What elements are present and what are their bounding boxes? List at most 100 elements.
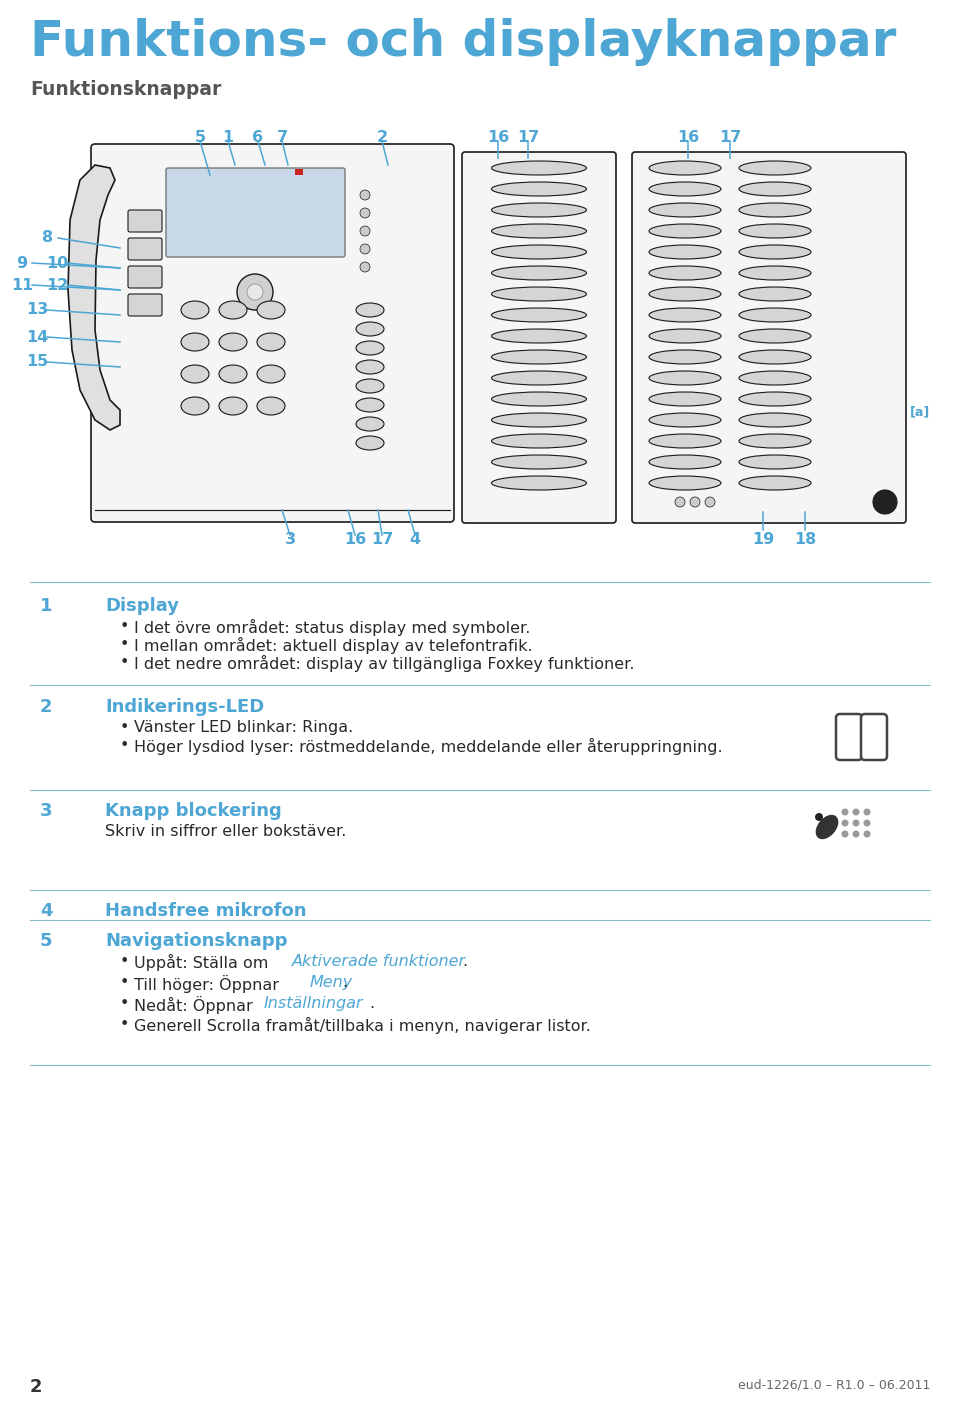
Text: 14: 14: [26, 329, 48, 345]
Ellipse shape: [649, 287, 721, 301]
Text: I det övre området: status display med symboler.: I det övre området: status display med s…: [134, 620, 530, 636]
Text: 1: 1: [40, 597, 53, 615]
Ellipse shape: [649, 391, 721, 406]
Circle shape: [815, 812, 823, 821]
Ellipse shape: [649, 224, 721, 238]
Ellipse shape: [356, 417, 384, 431]
Text: Meny: Meny: [310, 974, 353, 990]
Ellipse shape: [219, 301, 247, 320]
Text: •: •: [120, 955, 130, 969]
Ellipse shape: [739, 245, 811, 259]
Text: 2: 2: [30, 1378, 42, 1395]
Ellipse shape: [649, 266, 721, 280]
Text: Navigationsknapp: Navigationsknapp: [105, 932, 287, 950]
Circle shape: [842, 831, 849, 838]
Text: •: •: [120, 719, 130, 735]
Ellipse shape: [356, 436, 384, 451]
Ellipse shape: [492, 161, 587, 175]
Text: •: •: [120, 974, 130, 990]
FancyBboxPatch shape: [128, 266, 162, 289]
Ellipse shape: [492, 287, 587, 301]
Ellipse shape: [257, 301, 285, 320]
Ellipse shape: [739, 224, 811, 238]
Ellipse shape: [739, 161, 811, 175]
Text: 19: 19: [752, 532, 774, 548]
Text: 16: 16: [487, 130, 509, 145]
FancyBboxPatch shape: [128, 294, 162, 315]
FancyBboxPatch shape: [166, 168, 345, 258]
Text: 4: 4: [40, 903, 53, 919]
Text: 5: 5: [40, 932, 53, 950]
Text: 6: 6: [252, 130, 264, 145]
Text: I mellan området: aktuell display av telefontrafik.: I mellan området: aktuell display av tel…: [134, 636, 533, 653]
FancyBboxPatch shape: [632, 152, 906, 522]
Circle shape: [360, 190, 370, 200]
Ellipse shape: [739, 476, 811, 490]
Text: 8: 8: [42, 231, 54, 245]
Ellipse shape: [649, 351, 721, 365]
Circle shape: [247, 284, 263, 300]
Circle shape: [842, 819, 849, 826]
Text: Uppåt: Ställa om: Uppåt: Ställa om: [134, 955, 274, 972]
Ellipse shape: [739, 308, 811, 322]
Circle shape: [360, 227, 370, 237]
Text: I det nedre området: display av tillgängliga Foxkey funktioner.: I det nedre området: display av tillgäng…: [134, 655, 635, 672]
Ellipse shape: [356, 341, 384, 355]
Text: 3: 3: [40, 803, 53, 819]
Ellipse shape: [492, 245, 587, 259]
Text: •: •: [120, 620, 130, 634]
Text: 3: 3: [284, 532, 296, 548]
Text: Skriv in siffror eller bokstäver.: Skriv in siffror eller bokstäver.: [105, 824, 347, 839]
Ellipse shape: [649, 245, 721, 259]
Text: Generell Scrolla framåt/tillbaka i menyn, navigerar listor.: Generell Scrolla framåt/tillbaka i menyn…: [134, 1017, 590, 1033]
Text: Aktiverade funktioner: Aktiverade funktioner: [292, 955, 466, 969]
Ellipse shape: [257, 365, 285, 383]
Ellipse shape: [181, 365, 209, 383]
Text: 1: 1: [223, 130, 233, 145]
Ellipse shape: [219, 365, 247, 383]
Ellipse shape: [649, 476, 721, 490]
Ellipse shape: [219, 334, 247, 351]
Ellipse shape: [739, 370, 811, 384]
Ellipse shape: [181, 397, 209, 415]
Circle shape: [690, 497, 700, 507]
Ellipse shape: [492, 476, 587, 490]
Ellipse shape: [219, 397, 247, 415]
Text: 5: 5: [195, 130, 205, 145]
Ellipse shape: [356, 303, 384, 317]
FancyBboxPatch shape: [128, 238, 162, 260]
Text: 17: 17: [371, 532, 394, 548]
Ellipse shape: [356, 398, 384, 413]
Text: 10: 10: [46, 255, 68, 270]
FancyBboxPatch shape: [861, 714, 887, 760]
Ellipse shape: [816, 815, 838, 839]
Text: 15: 15: [26, 355, 48, 369]
Circle shape: [852, 808, 859, 815]
Ellipse shape: [649, 329, 721, 344]
Ellipse shape: [492, 203, 587, 217]
Text: 12: 12: [46, 277, 68, 293]
Ellipse shape: [649, 203, 721, 217]
Circle shape: [705, 497, 715, 507]
Text: 13: 13: [26, 303, 48, 317]
Text: Knapp blockering: Knapp blockering: [105, 803, 281, 819]
Circle shape: [360, 208, 370, 218]
Ellipse shape: [492, 391, 587, 406]
FancyBboxPatch shape: [128, 210, 162, 232]
Circle shape: [237, 275, 273, 310]
Text: Funktions- och displayknappar: Funktions- och displayknappar: [30, 18, 897, 66]
Circle shape: [360, 244, 370, 253]
Text: .: .: [463, 955, 468, 969]
Ellipse shape: [739, 434, 811, 448]
Text: •: •: [120, 636, 130, 652]
Ellipse shape: [739, 455, 811, 469]
Text: 9: 9: [16, 255, 28, 270]
Ellipse shape: [492, 434, 587, 448]
Text: .: .: [370, 995, 374, 1011]
Ellipse shape: [492, 266, 587, 280]
Ellipse shape: [492, 224, 587, 238]
Circle shape: [873, 490, 897, 514]
Ellipse shape: [739, 287, 811, 301]
Circle shape: [863, 808, 871, 815]
Ellipse shape: [492, 413, 587, 427]
